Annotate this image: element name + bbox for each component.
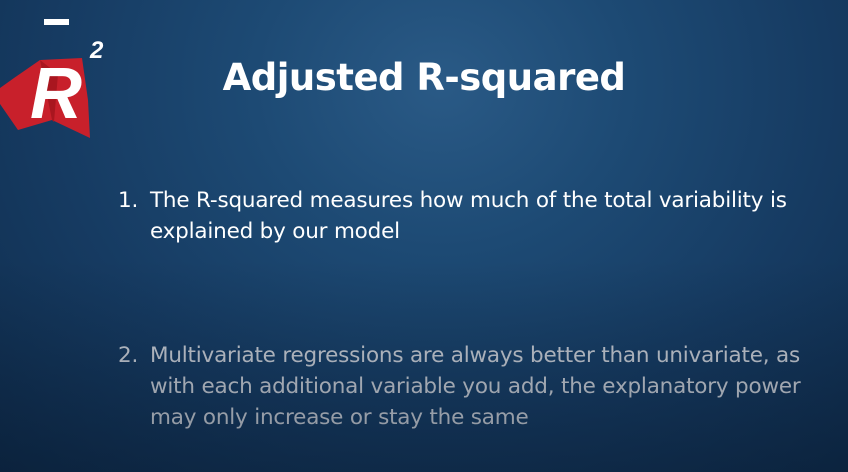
list-item: 2. Multivariate regressions are always b… [118,340,818,433]
logo-superscript: 2 [89,37,104,64]
list-item-number: 1. [118,188,139,213]
slide-title: Adjusted R-squared [222,56,626,99]
r-bar-squared-logo-icon: R 2 [0,19,104,138]
list-item-text: Multivariate regressions are always bett… [150,343,801,430]
list-item-text: The R-squared measures how much of the t… [150,188,787,244]
bullet-list: 1. The R-squared measures how much of th… [118,185,818,433]
list-item-number: 2. [118,343,139,368]
logo-letter: R [30,54,82,134]
list-item: 1. The R-squared measures how much of th… [118,185,818,247]
